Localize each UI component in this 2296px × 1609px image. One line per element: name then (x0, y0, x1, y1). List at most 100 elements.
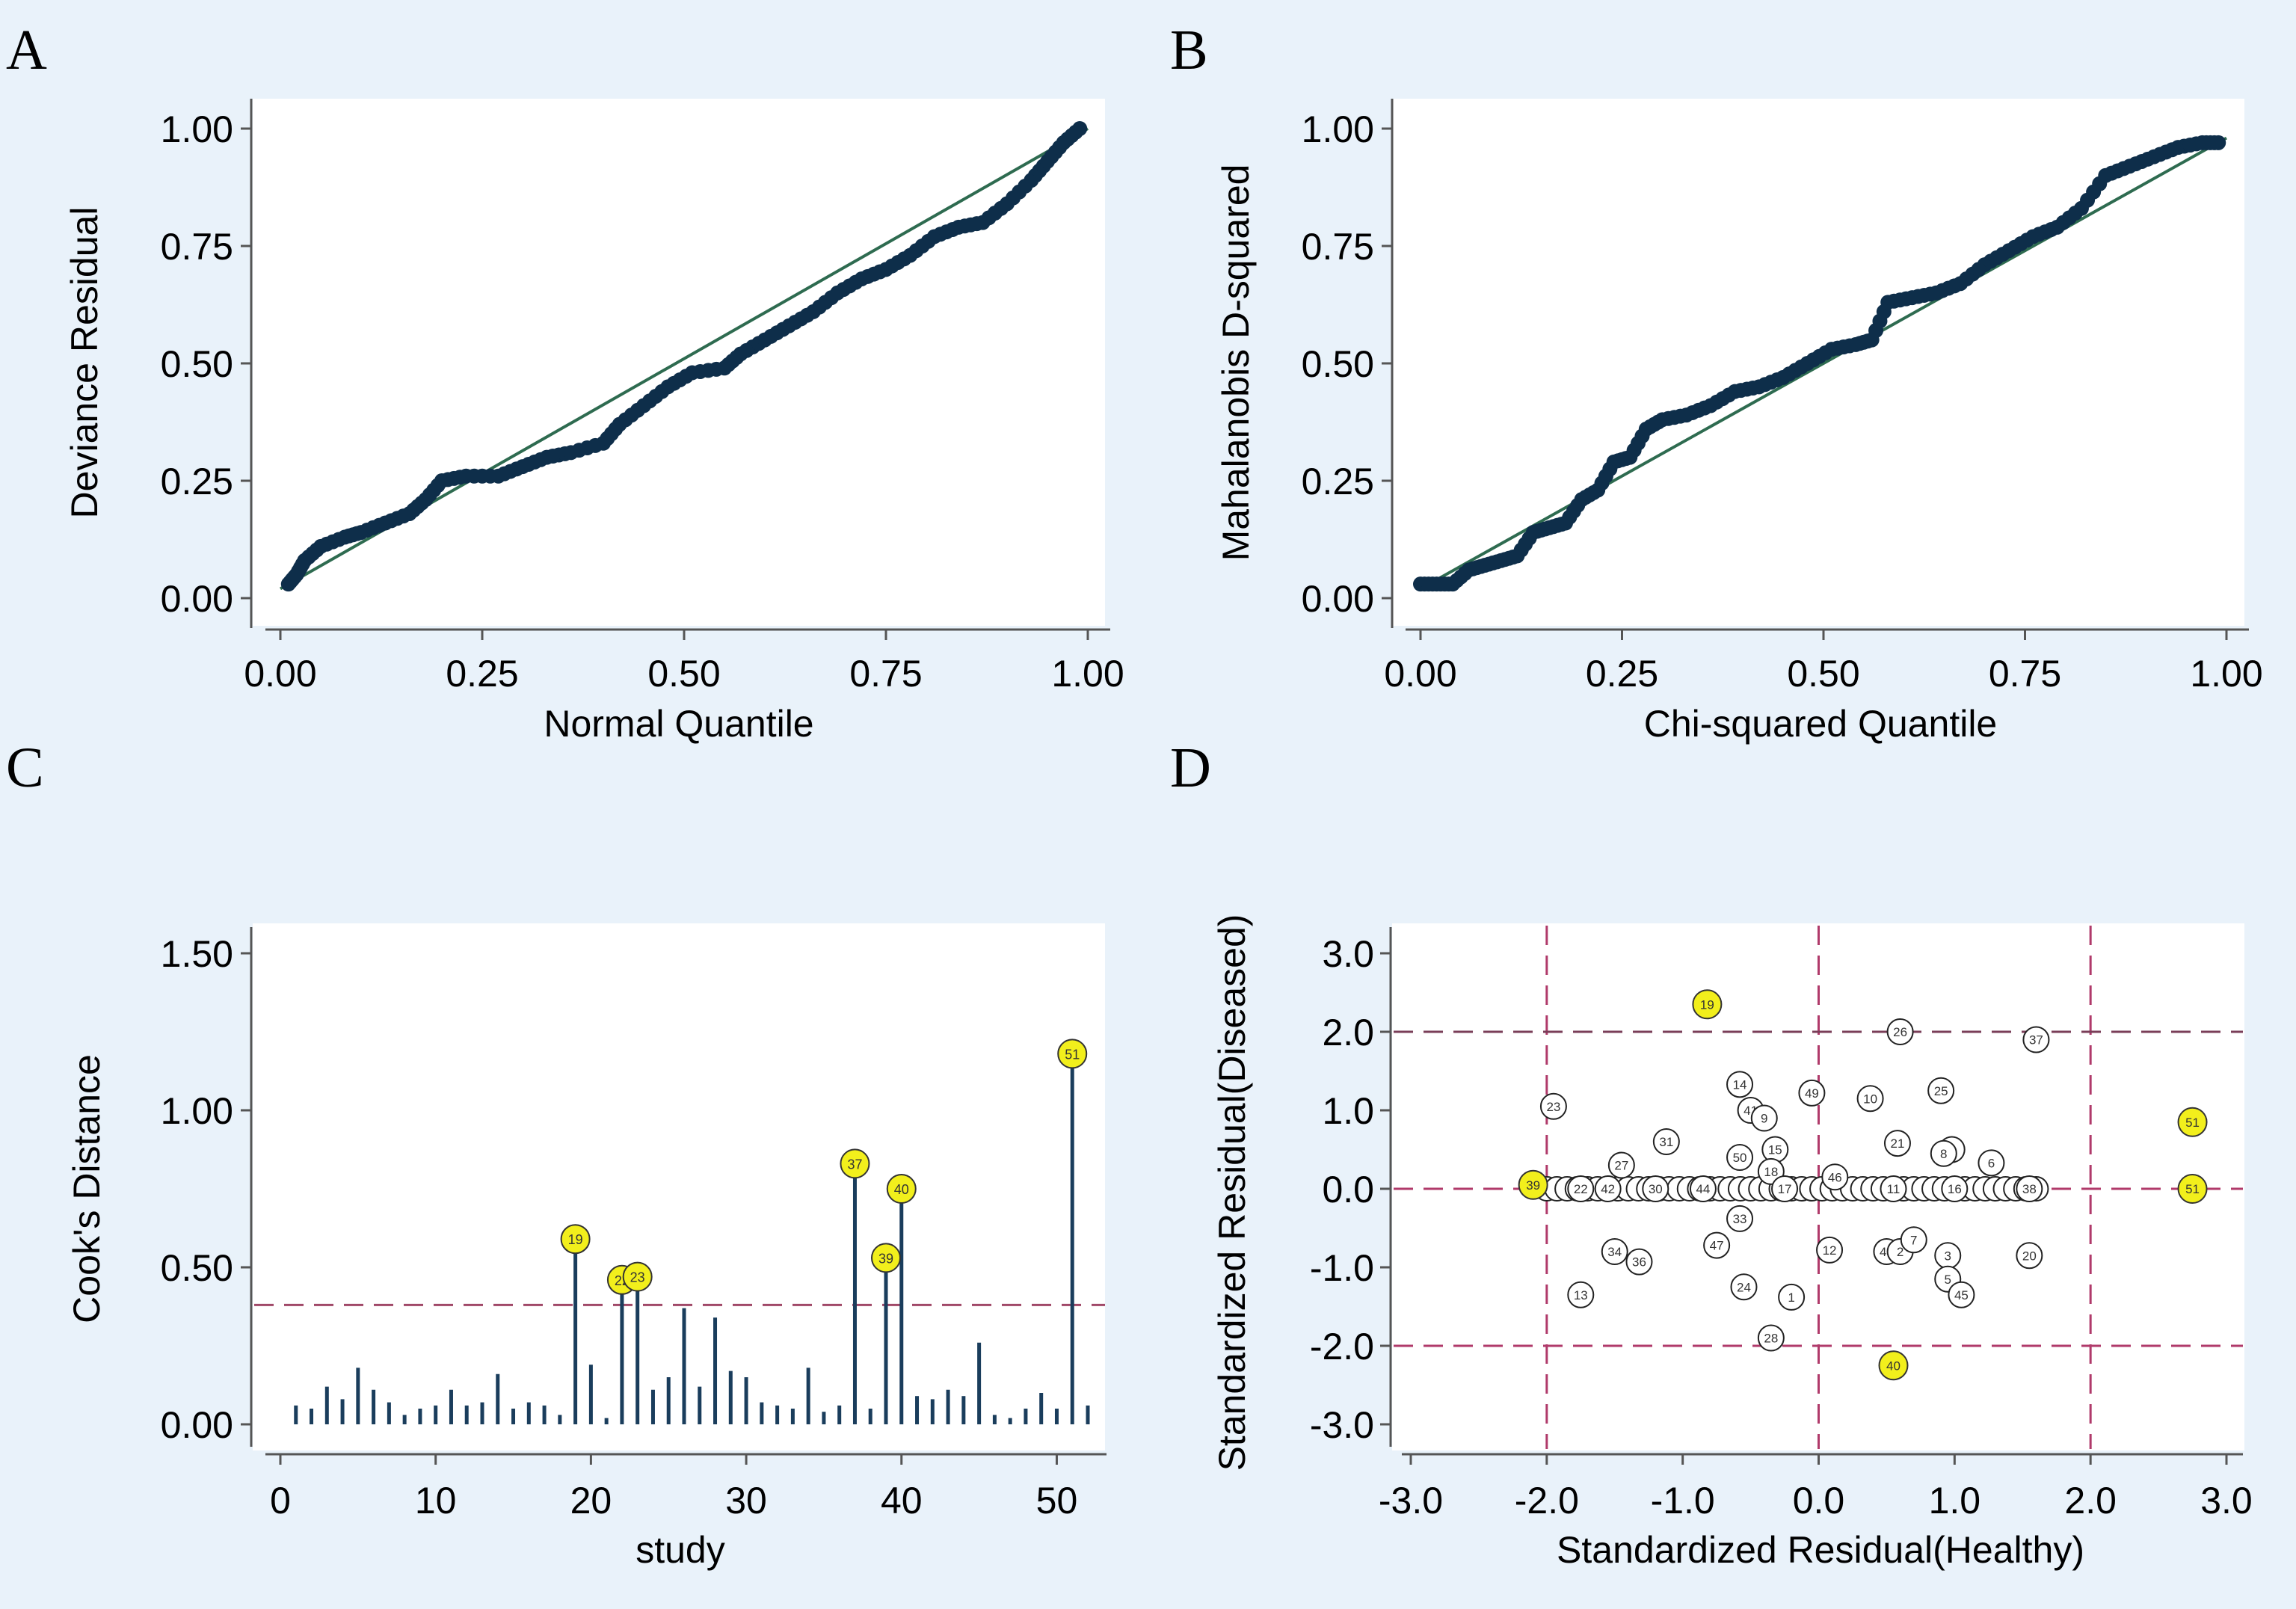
panel-letter-d: D (1170, 736, 1211, 799)
x-tick-label: 0.25 (1586, 653, 1658, 695)
residual-label: 34 (1607, 1245, 1622, 1259)
residual-label: 25 (1934, 1084, 1948, 1098)
highlight-label: 37 (847, 1157, 862, 1172)
residual-label: 11 (1887, 1182, 1900, 1196)
panel-a: A 0.00 0.25 0.50 0.75 1.00 0.00 0.25 0.50 0.75 1… (6, 19, 1124, 745)
x-axis-label-a: Normal Quantile (544, 703, 813, 745)
plot-area-c (253, 923, 1105, 1450)
y-tick-label: 0.75 (161, 226, 233, 268)
y-tick-label: 0.50 (1302, 343, 1374, 385)
residual-marker (1821, 1163, 1849, 1191)
residual-label: 8 (1940, 1147, 1947, 1161)
residual-label: 5 (1945, 1273, 1951, 1287)
x-tick-label: 2.0 (2064, 1480, 2117, 1522)
residual-marker (1900, 1226, 1927, 1254)
residual-label: 50 (1733, 1151, 1747, 1165)
y-tick-label: 0.0 (1322, 1169, 1374, 1210)
highlight-marker (622, 1261, 653, 1292)
residual-marker (1771, 1175, 1799, 1202)
highlight-marker (1057, 1039, 1088, 1069)
residual-label: 40 (1886, 1359, 1900, 1373)
x-tick-label: -3.0 (1379, 1480, 1443, 1522)
residual-marker (2016, 1175, 2043, 1202)
highlight-marker (871, 1243, 901, 1273)
residual-marker (1652, 1128, 1680, 1155)
residual-marker (1880, 1175, 1907, 1202)
highlight-marker (2177, 1107, 2208, 1137)
residual-label: 7 (1910, 1233, 1917, 1247)
x-tick-label: 50 (1036, 1480, 1078, 1522)
residual-label: 39 (1526, 1178, 1540, 1193)
highlight-marker (2177, 1174, 2208, 1204)
residual-marker (1625, 1248, 1653, 1276)
residual-label: 46 (1828, 1170, 1842, 1184)
residual-label: 51 (2185, 1116, 2200, 1130)
residual-label: 30 (1649, 1182, 1663, 1196)
residual-marker (1607, 1151, 1635, 1179)
y-tick-label: 0.25 (1302, 461, 1374, 502)
residual-marker (1941, 1175, 1969, 1202)
y-tick-label: 0.00 (161, 1404, 233, 1446)
y-tick-label: 1.50 (161, 933, 233, 975)
x-tick-label: 0.0 (1793, 1480, 1845, 1522)
x-tick-label: 20 (570, 1480, 612, 1522)
residual-label: 51 (2185, 1182, 2200, 1196)
residual-marker (1798, 1079, 1826, 1107)
y-tick-label: 0.00 (1302, 578, 1374, 620)
y-tick-label: 3.0 (1322, 933, 1374, 975)
y-tick-label: -3.0 (1310, 1404, 1374, 1446)
residual-label: 27 (1614, 1159, 1628, 1173)
y-tick-label: 0.75 (1302, 226, 1374, 268)
x-tick-label: 3.0 (2200, 1480, 2253, 1522)
residual-marker (1883, 1130, 1911, 1157)
y-tick-label: 0.00 (161, 578, 233, 620)
residual-marker (1594, 1175, 1622, 1202)
highlight-marker (1878, 1350, 1909, 1381)
residual-marker (2022, 1026, 2050, 1053)
residual-marker (1816, 1236, 1844, 1264)
residual-label: 33 (1733, 1212, 1747, 1226)
residual-marker (1948, 1281, 1975, 1308)
x-tick-label: 0.50 (647, 653, 720, 695)
residual-label: 13 (1574, 1288, 1588, 1302)
x-tick-label: 0.75 (849, 653, 922, 695)
residual-marker (1757, 1324, 1785, 1352)
y-tick-label: 1.00 (161, 108, 233, 150)
residual-marker (1978, 1149, 2005, 1177)
y-tick-label: 0.25 (161, 461, 233, 502)
residual-marker (1886, 1018, 1914, 1045)
residual-marker (1689, 1175, 1717, 1202)
residual-label: 28 (1764, 1332, 1778, 1346)
residual-marker (1726, 1071, 1754, 1098)
x-tick-label: 0.00 (1384, 653, 1456, 695)
residual-marker (1778, 1283, 1806, 1311)
residual-label: 37 (2029, 1033, 2043, 1047)
residual-label: 10 (1863, 1092, 1877, 1106)
residual-label: 19 (1700, 997, 1714, 1012)
y-axis-label-b: Mahalanobis D-squared (1215, 164, 1257, 562)
residual-marker (1567, 1281, 1595, 1308)
y-axis-label-c: Cook's Distance (66, 1054, 108, 1323)
x-tick-label: 0.00 (244, 653, 316, 695)
residual-marker (1601, 1238, 1628, 1265)
residual-marker (1726, 1144, 1754, 1171)
highlight-label: 19 (568, 1232, 583, 1247)
residual-label: 22 (1574, 1182, 1588, 1196)
y-tick-label: 1.0 (1322, 1090, 1374, 1132)
residual-marker (1930, 1139, 1957, 1167)
residual-label: 26 (1893, 1025, 1907, 1039)
residual-label: 14 (1733, 1077, 1747, 1092)
residual-marker (1567, 1175, 1595, 1202)
residual-label: 36 (1632, 1255, 1646, 1270)
data-point (2211, 135, 2226, 150)
x-axis-label-d: Standardized Residual(Healthy) (1557, 1529, 2084, 1571)
residual-marker (1927, 1077, 1955, 1104)
residual-label: 15 (1768, 1143, 1782, 1157)
highlight-marker (840, 1148, 870, 1179)
residual-label: 24 (1737, 1280, 1751, 1294)
residual-marker (1750, 1104, 1778, 1132)
residual-marker (2016, 1242, 2043, 1270)
y-tick-label: -2.0 (1310, 1326, 1374, 1368)
panel-b: B 0.00 0.25 0.50 0.75 1.00 0.00 0.25 0.50 0.75 1… (1170, 19, 2263, 745)
